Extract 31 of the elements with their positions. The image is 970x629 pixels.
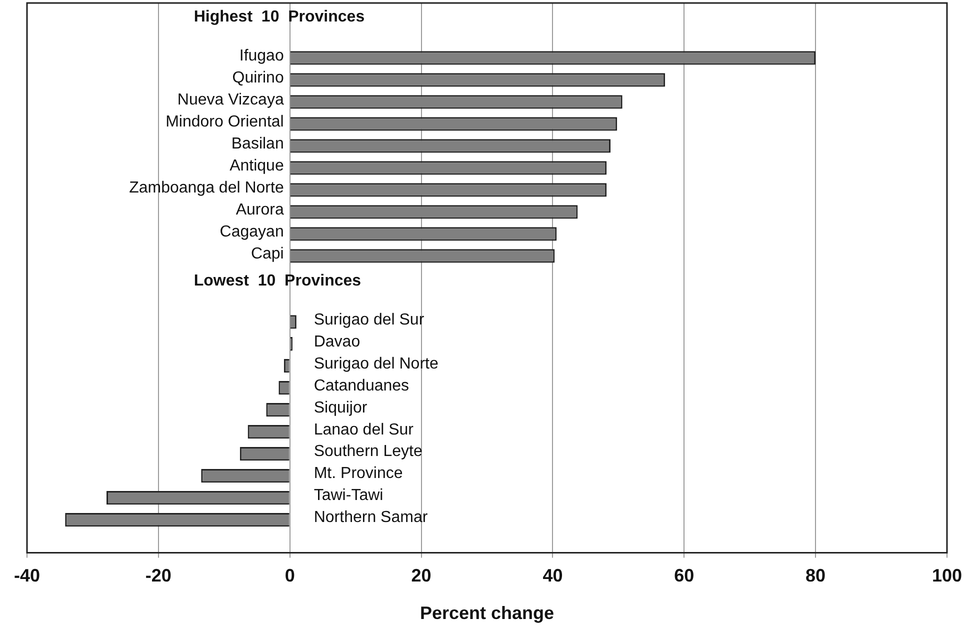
y-tick-label: Antique	[230, 157, 284, 174]
y-tick-label: Davao	[314, 333, 360, 350]
y-tick-label: Aurora	[236, 201, 284, 218]
x-tick-label: -40	[14, 566, 40, 586]
x-tick-label: 20	[411, 566, 432, 586]
y-tick-label: Capi	[250, 245, 284, 262]
y-tick-label: Mt. Province	[314, 465, 403, 482]
x-tick-label: 60	[674, 566, 694, 586]
y-tick-label: Mindoro Oriental	[166, 113, 284, 130]
y-tick-label: Quirino	[232, 69, 284, 86]
y-tick-label: Nueva Vizcaya	[177, 91, 284, 108]
x-axis-title: Percent change	[420, 603, 554, 624]
y-tick-label: Tawi-Tawi	[314, 487, 384, 504]
annotation: Highest 10 Provinces	[194, 8, 365, 26]
annotation: Lowest 10 Provinces	[194, 272, 362, 290]
x-tick-label: 0	[284, 566, 295, 586]
y-tick-label: Zamboanga del Norte	[129, 179, 284, 196]
x-tick-label: -20	[145, 566, 172, 586]
y-tick-label: Basilan	[231, 135, 284, 152]
y-tick-label: Northern Samar	[314, 509, 428, 526]
y-tick-label: Lanao del Sur	[314, 421, 414, 438]
y-tick-label: Catanduanes	[314, 377, 410, 394]
x-tick-label: 80	[806, 566, 826, 586]
y-tick-label: Siquijor	[314, 399, 368, 416]
x-tick-label: 100	[932, 566, 962, 586]
y-tick-label: Cagayan	[220, 223, 284, 240]
y-tick-label: Surigao del Norte	[314, 355, 438, 372]
y-tick-label: Surigao del Sur	[314, 311, 425, 328]
x-tick-label: 40	[542, 566, 563, 586]
y-tick-label: Ifugao	[239, 47, 284, 64]
y-tick-label: Southern Leyte	[314, 443, 422, 460]
